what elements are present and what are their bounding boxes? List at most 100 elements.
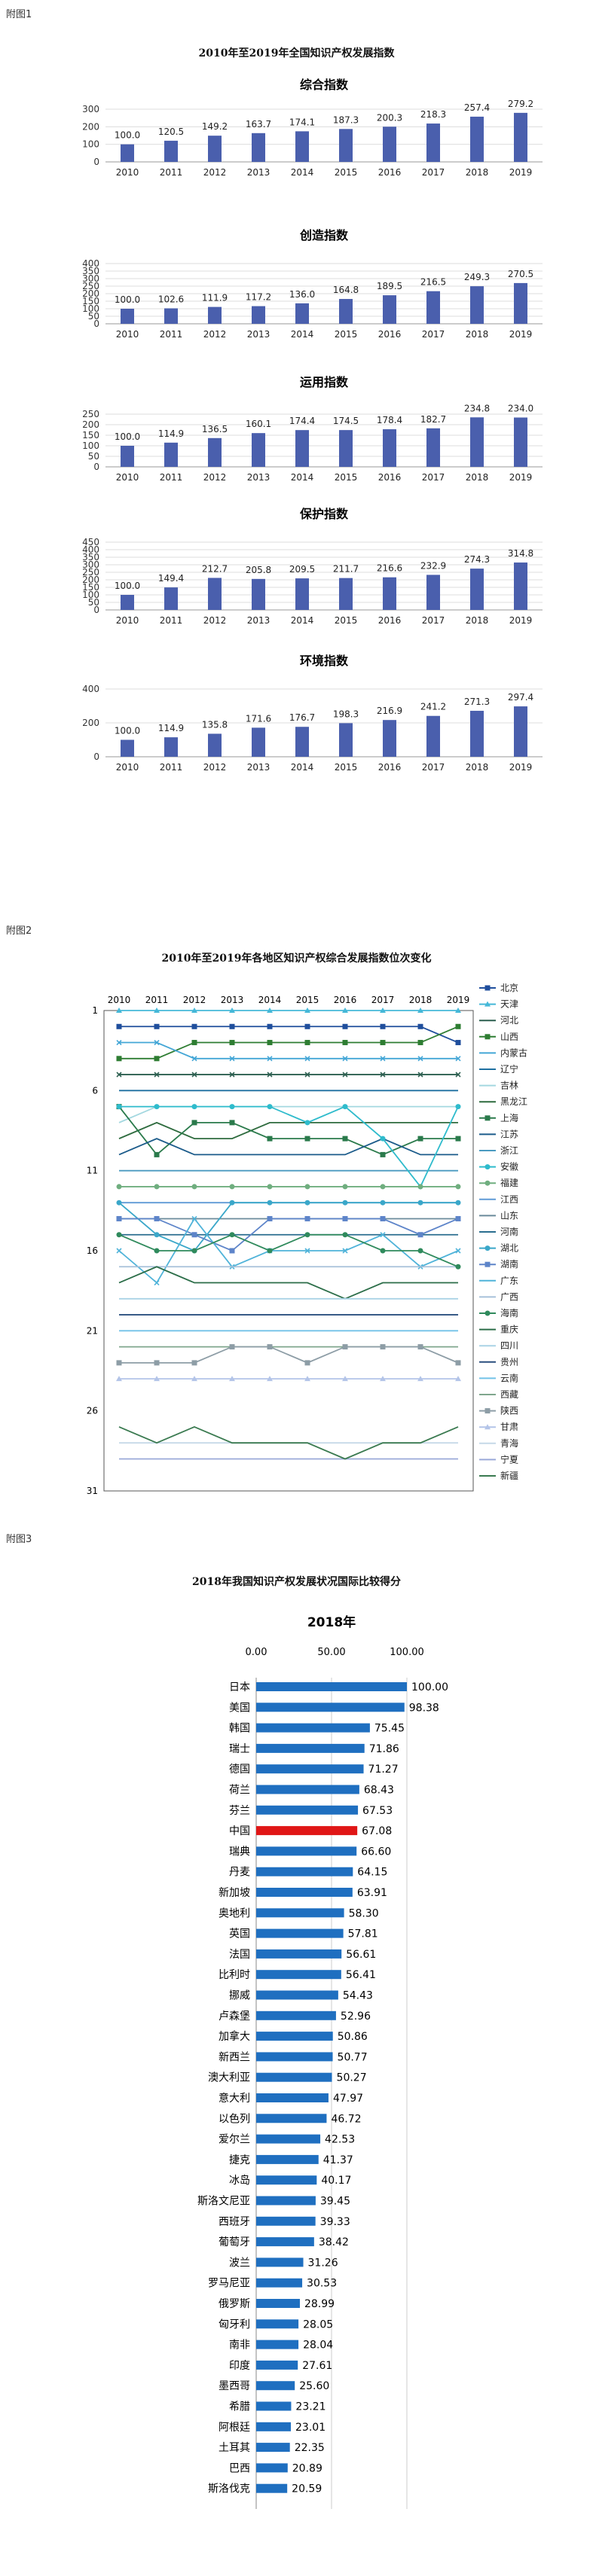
x-tick-label: 2018 <box>466 167 489 178</box>
point-marker <box>116 1023 122 1029</box>
series-重庆: 重庆 <box>118 1266 518 1335</box>
point-marker <box>154 1232 160 1238</box>
bar-2019 <box>514 417 527 467</box>
legend-label: 吉林 <box>500 1081 518 1091</box>
series-西藏: 西藏 <box>119 1346 518 1400</box>
bar-value-label: 30.53 <box>307 2278 337 2290</box>
y-tick-label: 400 <box>82 544 99 555</box>
point-marker <box>455 1056 461 1062</box>
series-福建: 福建 <box>116 1177 518 1190</box>
country-label: 土耳其 <box>219 2442 250 2454</box>
country-label: 美国 <box>229 1702 250 1714</box>
point-marker <box>267 1023 273 1029</box>
bar-value-label: 218.3 <box>420 109 446 120</box>
country-label: 希腊 <box>229 2401 250 2413</box>
country-label: 冰岛 <box>229 2175 250 2187</box>
y-tick-label: 0 <box>93 751 99 762</box>
point-marker <box>455 1264 461 1270</box>
series-海南: 海南 <box>116 1232 518 1318</box>
point-marker <box>304 1136 310 1142</box>
point-marker <box>191 1360 197 1366</box>
series-line <box>118 1266 458 1300</box>
point-marker <box>380 1040 386 1046</box>
bar-value-label: 241.2 <box>420 702 446 712</box>
y-tick-label: 400 <box>82 684 99 694</box>
point-marker <box>191 1104 197 1110</box>
rank-tick-label: 26 <box>87 1406 98 1416</box>
bar-value-label: 100.0 <box>115 431 140 442</box>
x-tick-label: 2011 <box>160 762 183 773</box>
point-marker <box>342 1376 348 1382</box>
point-marker <box>342 1072 348 1078</box>
x-tick-label: 2013 <box>247 615 271 626</box>
bar-value-label: 28.99 <box>304 2298 335 2310</box>
bar-value-label: 23.21 <box>295 2401 326 2413</box>
x-tick-label: 2017 <box>422 615 445 626</box>
point-marker <box>380 1008 386 1013</box>
legend-label: 四川 <box>500 1340 518 1351</box>
bar-2013 <box>252 433 265 467</box>
point-marker <box>116 1184 122 1190</box>
point-marker <box>191 1248 197 1254</box>
country-label: 斯洛文尼亚 <box>197 2196 250 2208</box>
bar-value-label: 22.35 <box>295 2442 325 2454</box>
country-label: 卢森堡 <box>219 2010 250 2023</box>
point-marker <box>267 1056 273 1062</box>
bar-value-label: 232.9 <box>420 560 446 571</box>
x-tick-label: 2018 <box>466 472 489 483</box>
y-tick-label: 300 <box>82 104 99 114</box>
x-tick-label: 2013 <box>247 762 271 773</box>
country-label: 以色列 <box>219 2112 250 2125</box>
legend-label: 云南 <box>500 1372 518 1383</box>
bar-value-label: 28.04 <box>303 2340 333 2352</box>
x-tick-label: 2012 <box>203 615 227 626</box>
point-marker <box>304 1120 310 1126</box>
bar-value-label: 42.53 <box>325 2134 355 2146</box>
y-tick-label: 100 <box>82 139 99 150</box>
y-tick-label: 150 <box>82 430 99 441</box>
point-marker <box>304 1056 310 1062</box>
x-tick-label: 2015 <box>335 329 358 340</box>
x-tick-label: 2019 <box>509 472 533 483</box>
bar-2012 <box>208 136 222 162</box>
y-tick-label: 350 <box>82 266 99 276</box>
bar-value-label: 163.7 <box>246 119 271 130</box>
point-marker <box>267 1215 273 1221</box>
point-marker <box>342 1104 348 1110</box>
point-marker <box>380 1056 386 1062</box>
bar-value-label: 149.4 <box>158 573 184 584</box>
y-tick-label: 350 <box>82 552 99 562</box>
point-marker <box>342 1040 348 1046</box>
point-marker <box>116 1072 122 1078</box>
bar-value-label: 117.2 <box>246 292 271 303</box>
legend-label: 青海 <box>500 1437 518 1449</box>
x-tick-label: 2019 <box>509 167 533 178</box>
x-tick-label: 2014 <box>291 615 314 626</box>
y-tick-label: 300 <box>82 273 99 284</box>
point-marker <box>154 1008 160 1013</box>
bar-value-label: 171.6 <box>246 713 271 724</box>
x-tick-label: 2017 <box>422 762 445 773</box>
figure-2-rank-chart: 2010 2011 2012 2013 2014 2015 2016 2017 2018 2019… <box>87 983 527 1496</box>
point-marker <box>229 1344 235 1350</box>
legend-label: 西藏 <box>500 1389 518 1400</box>
bar-土耳其 <box>256 2443 290 2453</box>
x-tick-label: 2017 <box>422 472 445 483</box>
series-河北: 河北 <box>116 1015 518 1078</box>
bar-value-label: 68.43 <box>364 1785 394 1797</box>
bar-value-label: 234.0 <box>508 403 533 413</box>
bar-2015 <box>339 723 353 757</box>
point-marker <box>455 1376 461 1382</box>
series-line <box>118 1138 458 1156</box>
country-label: 爱尔兰 <box>219 2134 250 2146</box>
point-marker <box>267 1248 273 1254</box>
point-marker <box>304 1200 310 1206</box>
country-label: 日本 <box>229 1681 250 1693</box>
bar-南非 <box>256 2340 299 2349</box>
point-marker <box>154 1039 160 1046</box>
point-marker <box>342 1344 348 1350</box>
series-云南: 云南 <box>119 1330 518 1383</box>
series-line <box>118 1121 458 1140</box>
x-tick-label: 2019 <box>509 329 533 340</box>
figure-3-bar-chart: 2018年 0.00 50.00 100.00 日本 100.00 美国 98.38 韩国 75.… <box>197 1614 448 2509</box>
